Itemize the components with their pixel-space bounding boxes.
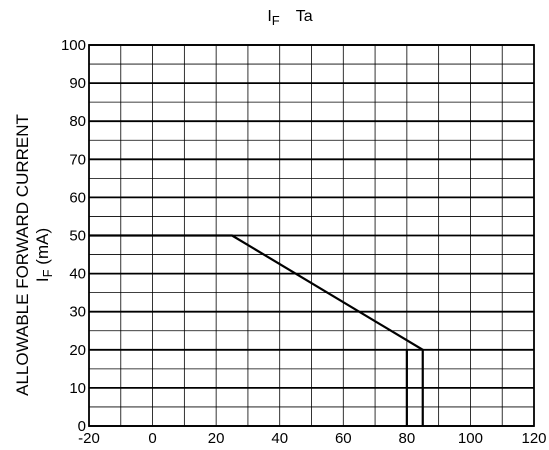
y-tick-label: 100 xyxy=(61,37,86,54)
y-tick-label: 40 xyxy=(69,266,86,283)
y-axis-label-line1: ALLOWABLE FORWARD CURRENT xyxy=(13,114,32,396)
grid xyxy=(88,44,535,427)
x-tick-label: 40 xyxy=(271,430,288,447)
y-tick-label: 90 xyxy=(69,75,86,92)
y-tick-label: 70 xyxy=(69,151,86,168)
chart-title-suffix: Ta xyxy=(296,8,313,25)
x-tick-label: 80 xyxy=(399,430,416,447)
x-tick-label: 60 xyxy=(335,430,352,447)
x-tick-label: -20 xyxy=(78,430,100,447)
y-tick-label: 0 xyxy=(78,418,86,435)
y-axis-label-prefix: I xyxy=(33,277,52,282)
y-tick-label: 20 xyxy=(69,342,86,359)
chart-title-subscript: F xyxy=(272,13,280,28)
y-axis-label-line2: IF (mA) xyxy=(33,228,55,282)
y-tick-labels: 0 10 20 30 40 50 60 70 80 90 100 xyxy=(61,37,86,435)
chart-title-prefix: I xyxy=(267,8,271,25)
y-axis-label-suffix: (mA) xyxy=(33,228,52,270)
x-tick-label: 120 xyxy=(521,430,546,447)
plot-lines xyxy=(89,234,424,426)
y-axis-label: ALLOWABLE FORWARD CURRENT IF (mA) xyxy=(13,114,55,396)
x-tick-label: 0 xyxy=(148,430,156,447)
y-tick-label: 10 xyxy=(69,380,86,397)
chart-title: IF Ta xyxy=(267,8,312,28)
y-tick-label: 80 xyxy=(69,113,86,130)
y-tick-label: 30 xyxy=(69,304,86,321)
y-axis-label-subscript: F xyxy=(40,269,55,277)
x-tick-labels: -20 0 20 40 60 80 100 120 xyxy=(78,430,546,447)
series-line xyxy=(89,234,424,426)
x-tick-label: 20 xyxy=(208,430,225,447)
y-tick-label: 60 xyxy=(69,189,86,206)
y-tick-label: 50 xyxy=(69,228,86,245)
x-tick-label: 100 xyxy=(458,430,483,447)
